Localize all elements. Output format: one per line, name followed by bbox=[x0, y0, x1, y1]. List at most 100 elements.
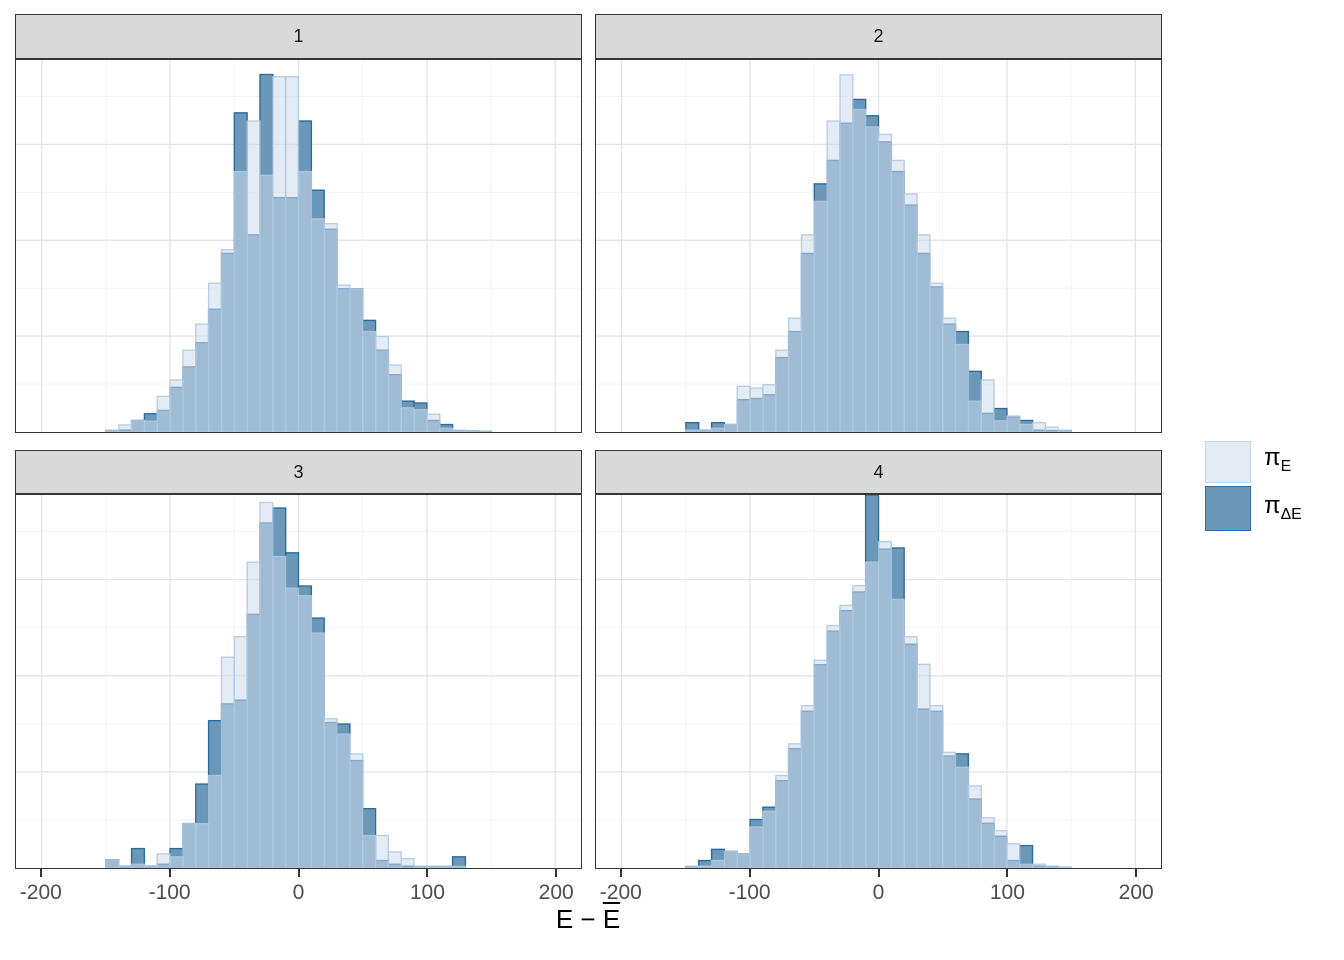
facet-strip-label: 3 bbox=[293, 461, 304, 482]
bar-pi-e bbox=[1031, 422, 1047, 432]
bar-pi-e bbox=[736, 385, 751, 432]
bar-pi-e bbox=[118, 865, 133, 868]
bar-pi-e bbox=[130, 863, 146, 868]
bar-pi-e bbox=[723, 850, 738, 868]
bar-pi-e bbox=[259, 501, 274, 868]
bar-pi-e bbox=[439, 865, 454, 868]
x-axis-tick-label: -100 bbox=[728, 881, 771, 904]
bar-pi-e bbox=[400, 407, 415, 432]
bar-pi-e bbox=[826, 120, 841, 432]
histogram-plot-2 bbox=[596, 60, 1161, 432]
bar-pi-e bbox=[864, 126, 880, 432]
x-axis-tick bbox=[426, 869, 429, 877]
bar-pi-e bbox=[993, 420, 1008, 432]
x-axis-title: E − E bbox=[488, 904, 688, 935]
bar-pi-e bbox=[207, 774, 223, 868]
bar-pi-e bbox=[787, 317, 803, 432]
bar-pi-e bbox=[297, 170, 313, 432]
bar-pi-e bbox=[826, 624, 841, 868]
bar-pi-e bbox=[118, 424, 133, 432]
bar-pi-e bbox=[916, 663, 931, 868]
bar-pi-e bbox=[272, 76, 287, 432]
bar-pi-e bbox=[762, 384, 777, 432]
bar-pi-e bbox=[698, 429, 713, 432]
bar-pi-e bbox=[413, 408, 428, 432]
bar-pi-e bbox=[310, 218, 325, 432]
bar-pi-e bbox=[323, 222, 338, 432]
bar-pi-e bbox=[749, 826, 764, 868]
x-axis-tick-label: -200 bbox=[599, 881, 642, 904]
bar-pi-e bbox=[207, 282, 223, 432]
bar-pi-e bbox=[877, 133, 893, 432]
x-axis-tick bbox=[297, 869, 300, 877]
x-axis-tick bbox=[1135, 869, 1138, 877]
bar-pi-e bbox=[413, 865, 428, 868]
bar-pi-e bbox=[349, 753, 364, 868]
bar-pi-e bbox=[1006, 843, 1021, 868]
bar-pi-e bbox=[852, 108, 867, 432]
bar-pi-e bbox=[310, 632, 325, 868]
bar-pi-e bbox=[890, 159, 905, 432]
bar-pi-e bbox=[916, 234, 931, 432]
bar-pi-e bbox=[736, 853, 751, 868]
legend-label-pi-e: πE bbox=[1264, 444, 1291, 476]
bar-pi-e bbox=[813, 200, 828, 432]
facet-strip-4: 4 bbox=[595, 450, 1162, 494]
bar-pi-e bbox=[993, 830, 1008, 868]
bar-pi-e bbox=[336, 733, 351, 868]
legend-subscript: E bbox=[1280, 457, 1292, 475]
x-axis-tick bbox=[555, 869, 558, 877]
x-axis-tick-label: -200 bbox=[19, 881, 62, 904]
x-axis-tick-label: 200 bbox=[1118, 881, 1154, 904]
histogram-panel-1 bbox=[15, 59, 582, 433]
bar-pi-e bbox=[259, 174, 274, 432]
bar-pi-e bbox=[1031, 863, 1047, 868]
bar-pi-e bbox=[439, 427, 454, 432]
x-axis-tick bbox=[168, 869, 171, 877]
bar-pi-e bbox=[762, 810, 777, 868]
legend-symbol: π bbox=[1264, 444, 1281, 471]
bar-pi-e bbox=[284, 587, 300, 868]
histogram-plot-3 bbox=[16, 495, 581, 868]
bar-pi-e bbox=[698, 865, 713, 868]
bar-pi-e bbox=[929, 282, 944, 432]
bar-pi-e bbox=[890, 598, 905, 868]
x-axis-tick-label: 100 bbox=[409, 881, 445, 904]
legend-symbol: π bbox=[1264, 492, 1281, 519]
bar-pi-e bbox=[272, 555, 287, 868]
bar-pi-e bbox=[980, 816, 995, 868]
bar-pi-e bbox=[710, 859, 726, 868]
bar-pi-e bbox=[967, 400, 982, 432]
bar-pi-e bbox=[1019, 423, 1034, 432]
bar-pi-e bbox=[374, 335, 390, 432]
bar-pi-e bbox=[362, 834, 377, 868]
bar-pi-e bbox=[464, 430, 479, 432]
facet-strip-3: 3 bbox=[15, 450, 582, 494]
x-axis-tick-label: 100 bbox=[989, 881, 1025, 904]
bar-pi-e bbox=[182, 349, 197, 432]
legend-swatch-pi-delta-e bbox=[1205, 486, 1251, 531]
x-axis-title-text: E − bbox=[555, 904, 603, 934]
bar-pi-e bbox=[105, 859, 120, 868]
bar-pi-e bbox=[749, 387, 764, 432]
bar-pi-e bbox=[1019, 863, 1034, 868]
bar-pi-e bbox=[710, 427, 726, 432]
legend-subscript: ΔE bbox=[1280, 505, 1302, 523]
bar-pi-e bbox=[451, 865, 467, 868]
bar-pi-e bbox=[903, 193, 918, 432]
bar-pi-e bbox=[929, 705, 944, 868]
bar-pi-e bbox=[685, 865, 700, 868]
bar-pi-e bbox=[130, 419, 146, 432]
bar-pi-e bbox=[942, 317, 957, 432]
bar-pi-e bbox=[182, 822, 197, 868]
bar-pi-e bbox=[1057, 429, 1072, 432]
x-axis-tick bbox=[39, 869, 42, 877]
bar-pi-e bbox=[1057, 866, 1072, 868]
facet-strip-label: 2 bbox=[873, 26, 884, 46]
facet-strip-label: 1 bbox=[293, 26, 304, 46]
x-axis-tick-label: 200 bbox=[538, 881, 574, 904]
facet-strip-2: 2 bbox=[595, 14, 1162, 59]
bar-pi-e bbox=[980, 379, 995, 432]
facet-strip-label: 4 bbox=[873, 461, 884, 482]
bar-pi-e bbox=[143, 865, 158, 868]
